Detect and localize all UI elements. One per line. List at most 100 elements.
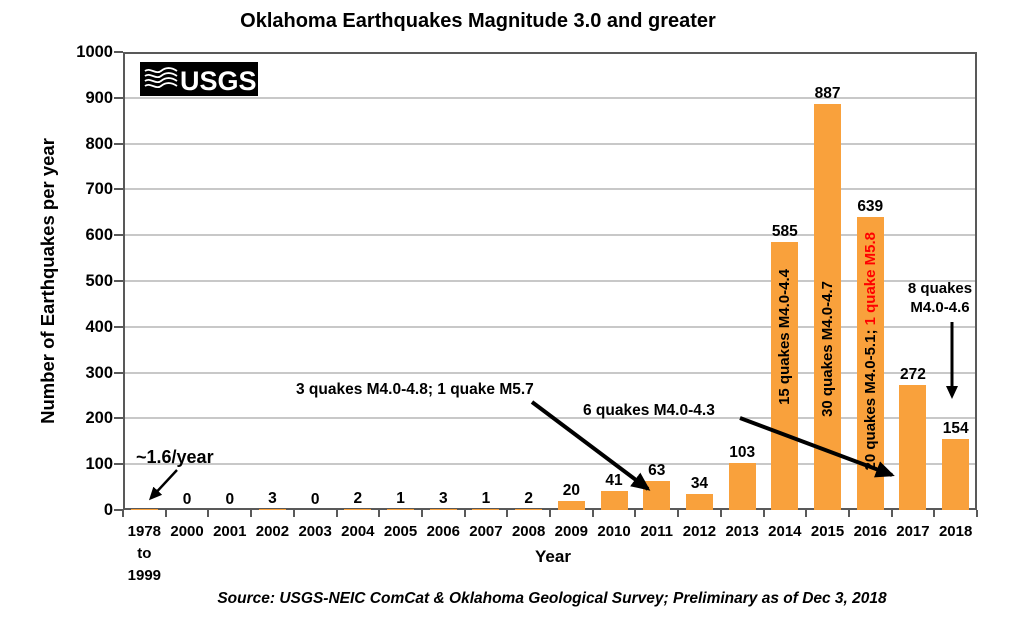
y-axis-title: Number of Earthquakes per year <box>37 138 58 424</box>
in-bar-label-text: 30 quakes M4.0-4.7 <box>819 281 837 417</box>
x-tick-mark <box>292 510 295 517</box>
x-tick-label: 2001 <box>213 523 247 540</box>
y-tick-label: 600 <box>85 226 113 245</box>
x-tick-mark <box>164 510 167 517</box>
bar-value-label: 63 <box>648 462 666 480</box>
y-tick-label: 500 <box>85 272 113 290</box>
x-tick-mark <box>207 510 210 517</box>
bar <box>643 481 671 510</box>
y-tick-label: 900 <box>85 88 113 107</box>
x-tick-label: 2000 <box>170 523 204 540</box>
bar <box>685 494 713 510</box>
x-tick-label: 2006 <box>426 523 460 540</box>
x-tick-label: 2010 <box>597 523 631 540</box>
x-axis-label: Year <box>535 547 571 566</box>
x-tick-mark <box>805 510 808 517</box>
bar <box>557 500 585 510</box>
gridline <box>125 325 975 328</box>
y-tick-label: 400 <box>85 317 113 336</box>
y-tick-mark <box>114 234 123 237</box>
gridline <box>125 188 975 191</box>
bar-value-label: 103 <box>729 443 756 461</box>
gridline <box>125 280 975 282</box>
x-tick-mark <box>463 510 466 517</box>
y-tick-mark <box>114 188 123 191</box>
annotation-2017-quakes: 6 quakes M4.0-4.3 <box>583 402 715 419</box>
x-tick-label: 2002 <box>255 523 290 540</box>
x-tick-label: 2004 <box>341 523 375 540</box>
bar-value-label: 585 <box>771 223 798 241</box>
bar-value-label: 1 <box>481 490 491 507</box>
x-tick-label: 2012 <box>682 523 717 540</box>
x-tick-label: 2008 <box>511 523 546 540</box>
y-tick-mark <box>114 463 123 466</box>
x-tick-label: 2018 <box>938 523 973 540</box>
bar <box>130 509 158 510</box>
bar-value-label: 34 <box>690 475 709 493</box>
x-tick-mark <box>933 510 936 517</box>
bar-value-label: 0 <box>310 491 320 508</box>
annotation-2011-quakes: 3 quakes M4.0-4.8; 1 quake M5.7 <box>296 381 534 398</box>
plot-area <box>123 52 977 510</box>
bar-value-label: 272 <box>900 366 926 384</box>
bar <box>387 509 415 510</box>
x-tick-label: 2016 <box>853 523 887 540</box>
x-tick-mark <box>976 510 978 517</box>
bar <box>899 385 927 510</box>
x-tick-mark <box>549 510 551 517</box>
x-tick-mark <box>335 510 338 517</box>
x-tick-label: 2015 <box>810 523 845 540</box>
x-tick-mark <box>762 510 765 517</box>
y-tick-mark <box>114 371 123 374</box>
x-tick-label: 2017 <box>896 523 930 540</box>
bar-value-label: 3 <box>268 489 277 507</box>
annotation-2018-quakes: 8 quakes M4.0-4.6 <box>907 280 973 316</box>
gridline <box>125 96 975 99</box>
y-tick-label: 300 <box>85 363 113 382</box>
bar <box>344 509 372 510</box>
x-tick-label: 2003 <box>298 523 332 540</box>
bar-value-label: 0 <box>182 491 192 508</box>
bar <box>472 509 500 510</box>
bar-value-label: 0 <box>225 491 235 508</box>
x-tick-mark <box>506 510 509 517</box>
bar-value-label: 154 <box>942 420 969 438</box>
in-bar-label: 20 quakes M4.0-5.1; 1 quake M5.8 <box>861 232 880 470</box>
y-tick-mark <box>114 417 123 420</box>
bar-value-label: 1 <box>396 490 405 507</box>
y-tick-mark <box>114 280 123 282</box>
y-tick-mark <box>114 325 123 328</box>
bar-value-label: 887 <box>814 84 841 102</box>
bar-value-label: 3 <box>438 489 448 507</box>
x-tick-mark <box>420 510 423 517</box>
bar <box>728 462 756 510</box>
x-tick-mark <box>677 510 680 517</box>
x-tick-label: 2005 <box>383 523 418 540</box>
y-tick-label: 700 <box>85 180 113 199</box>
y-tick-label: 800 <box>85 134 113 153</box>
x-tick-mark <box>378 510 381 517</box>
in-bar-label-highlight: 1 quake M5.8 <box>861 232 879 326</box>
x-tick-label: 2011 <box>640 523 674 540</box>
x-tick-mark <box>890 510 893 517</box>
bar <box>429 508 457 510</box>
in-bar-label-text: 15 quakes M4.0-4.4 <box>776 269 794 405</box>
gridline <box>125 463 975 466</box>
in-bar-label: 15 quakes M4.0-4.4 <box>775 269 794 405</box>
bar-value-label: 2 <box>524 490 533 507</box>
x-tick-mark <box>122 510 124 517</box>
gridline <box>125 371 975 374</box>
y-tick-label: 100 <box>85 455 113 474</box>
x-tick-mark <box>634 510 637 517</box>
bar <box>515 509 543 510</box>
source-note: Source: USGS-NEIC ComCat & Oklahoma Geol… <box>217 590 887 607</box>
annotation-average-rate: ~1.6/year <box>136 447 214 467</box>
x-tick-mark <box>591 510 594 517</box>
x-tick-label: 1978 to 1999 <box>127 523 162 584</box>
bar <box>600 491 628 510</box>
gridline <box>125 234 975 237</box>
bar-value-label: 2 <box>353 490 363 507</box>
in-bar-label: 30 quakes M4.0-4.7 <box>818 281 837 417</box>
y-tick-mark <box>114 142 123 145</box>
